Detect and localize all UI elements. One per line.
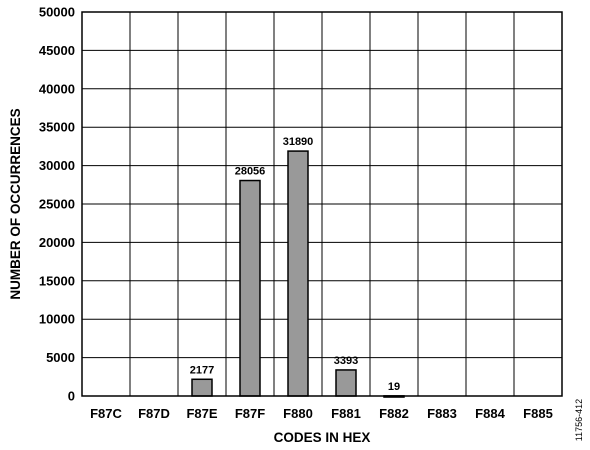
data-labels: 2177 28056 31890 3393 19 (190, 136, 400, 393)
data-label: 31890 (283, 136, 314, 148)
y-tick-label: 5000 (46, 350, 75, 365)
x-tick-label: F87F (235, 406, 265, 421)
y-tick-label: 15000 (39, 273, 75, 288)
bar (335, 369, 357, 397)
y-axis-title: NUMBER OF OCCURRENCES (8, 108, 23, 299)
y-tick-label: 35000 (39, 120, 75, 135)
x-tick-label: F882 (379, 406, 409, 421)
bar (287, 150, 309, 397)
x-tick-label: F881 (331, 406, 361, 421)
x-tick-label: F885 (523, 406, 553, 421)
bars (191, 150, 405, 398)
plot-frame (81, 11, 563, 397)
x-tick-label: F880 (283, 406, 313, 421)
x-axis-title: CODES IN HEX (274, 430, 371, 445)
x-tick-label: F884 (475, 406, 505, 421)
y-tick-labels: 0 5000 10000 15000 20000 25000 30000 35000 40000… (39, 5, 75, 404)
y-tick-label: 45000 (39, 43, 75, 58)
y-tick-label: 25000 (39, 197, 75, 212)
data-label: 3393 (334, 355, 358, 367)
data-label: 28056 (235, 166, 266, 178)
y-tick-label: 50000 (39, 5, 75, 20)
x-tick-label: F87D (138, 406, 170, 421)
data-label: 2177 (190, 364, 214, 376)
data-label: 19 (388, 381, 400, 393)
bar (191, 378, 213, 397)
y-tick-label: 10000 (39, 312, 75, 327)
x-tick-labels: F87C F87D F87E F87F F880 F881 F882 F883 F884 F885 (90, 406, 553, 421)
grid (82, 11, 562, 397)
y-tick-label: 0 (68, 389, 75, 404)
x-tick-label: F883 (427, 406, 457, 421)
x-tick-label: F87C (90, 406, 122, 421)
x-tick-label: F87E (186, 406, 217, 421)
y-tick-label: 20000 (39, 235, 75, 250)
figure-id: 11756-412 (574, 399, 584, 441)
bar (239, 179, 261, 397)
y-tick-label: 40000 (39, 81, 75, 96)
y-tick-label: 30000 (39, 158, 75, 173)
